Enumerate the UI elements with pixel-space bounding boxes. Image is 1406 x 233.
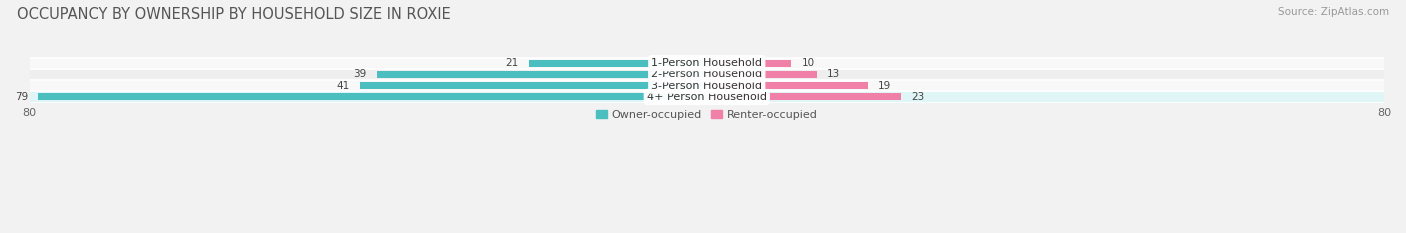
Bar (360, 82, 707, 89)
Bar (30, 58, 1384, 69)
Bar (30, 80, 1384, 91)
Bar (30, 69, 1384, 80)
Text: OCCUPANCY BY OWNERSHIP BY HOUSEHOLD SIZE IN ROXIE: OCCUPANCY BY OWNERSHIP BY HOUSEHOLD SIZE… (17, 7, 450, 22)
Text: 10: 10 (801, 58, 814, 68)
Text: 13: 13 (827, 69, 841, 79)
Text: 1-Person Household: 1-Person Household (651, 58, 762, 68)
Bar (707, 60, 792, 67)
Text: 41: 41 (336, 81, 350, 91)
Bar (707, 71, 817, 78)
Text: 79: 79 (14, 92, 28, 102)
Bar (377, 71, 707, 78)
Text: 21: 21 (506, 58, 519, 68)
Text: 2-Person Household: 2-Person Household (651, 69, 762, 79)
Text: 3-Person Household: 3-Person Household (651, 81, 762, 91)
Text: 23: 23 (911, 92, 925, 102)
Text: 19: 19 (877, 81, 891, 91)
Text: 4+ Person Household: 4+ Person Household (647, 92, 766, 102)
Bar (529, 60, 707, 67)
Bar (38, 93, 707, 100)
Bar (707, 93, 901, 100)
Legend: Owner-occupied, Renter-occupied: Owner-occupied, Renter-occupied (592, 106, 821, 124)
Text: 39: 39 (353, 69, 367, 79)
Text: Source: ZipAtlas.com: Source: ZipAtlas.com (1278, 7, 1389, 17)
Bar (707, 82, 868, 89)
Bar (30, 91, 1384, 103)
